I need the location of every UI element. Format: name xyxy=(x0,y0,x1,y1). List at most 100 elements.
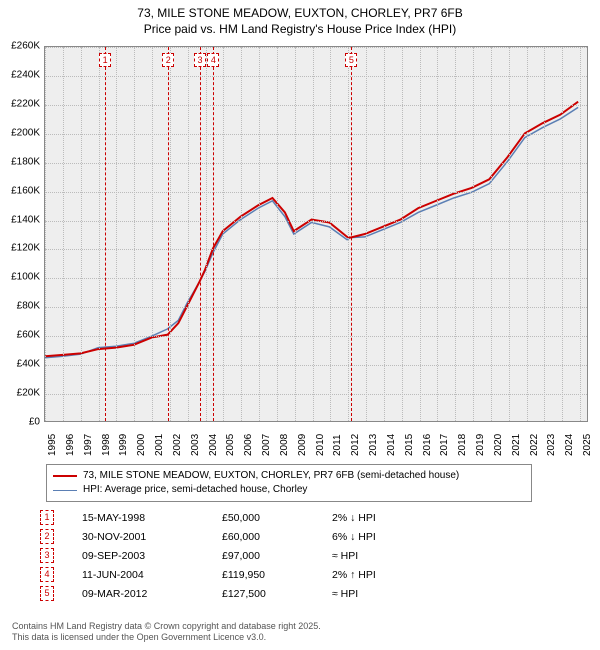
gridline-vertical xyxy=(45,47,46,421)
y-tick-label: £120K xyxy=(11,243,40,254)
gridline-vertical xyxy=(544,47,545,421)
gridline-vertical xyxy=(509,47,510,421)
sales-delta: 2% ↓ HPI xyxy=(332,512,452,524)
sale-marker-box: 2 xyxy=(162,53,174,67)
x-tick-label: 2025 xyxy=(582,434,593,456)
x-tick-label: 2012 xyxy=(350,434,361,456)
sales-row: 5 09-MAR-2012£127,500≈ HPI xyxy=(40,584,560,603)
sales-delta: ≈ HPI xyxy=(332,588,452,600)
sales-delta: 6% ↓ HPI xyxy=(332,531,452,543)
chart-plot-area: 12345 xyxy=(44,46,588,422)
sales-marker-number: 5 xyxy=(40,586,54,601)
x-tick-label: 1997 xyxy=(83,434,94,456)
sales-date: 09-SEP-2003 xyxy=(82,550,222,562)
y-tick-label: £240K xyxy=(11,69,40,80)
footer-attribution: Contains HM Land Registry data © Crown c… xyxy=(12,621,321,644)
x-tick-label: 1999 xyxy=(118,434,129,456)
gridline-vertical xyxy=(580,47,581,421)
sales-date: 15-MAY-1998 xyxy=(82,512,222,524)
y-tick-label: £80K xyxy=(17,301,40,312)
sales-price: £119,950 xyxy=(222,569,332,581)
gridline-vertical xyxy=(81,47,82,421)
x-tick-label: 1996 xyxy=(65,434,76,456)
legend-row: 73, MILE STONE MEADOW, EUXTON, CHORLEY, … xyxy=(53,469,525,483)
x-tick-label: 2024 xyxy=(564,434,575,456)
gridline-horizontal xyxy=(45,365,587,366)
gridline-vertical xyxy=(188,47,189,421)
x-tick-label: 2010 xyxy=(315,434,326,456)
sale-marker-box: 1 xyxy=(99,53,111,67)
gridline-vertical xyxy=(330,47,331,421)
gridline-vertical xyxy=(313,47,314,421)
sale-marker-line xyxy=(168,47,169,421)
title-block: 73, MILE STONE MEADOW, EUXTON, CHORLEY, … xyxy=(0,0,600,39)
gridline-horizontal xyxy=(45,47,587,48)
gridline-vertical xyxy=(455,47,456,421)
x-tick-label: 1998 xyxy=(101,434,112,456)
x-tick-label: 2015 xyxy=(404,434,415,456)
sale-marker-box: 4 xyxy=(207,53,219,67)
sale-marker-line xyxy=(200,47,201,421)
legend-label: HPI: Average price, semi-detached house,… xyxy=(83,483,307,497)
sales-delta: 2% ↑ HPI xyxy=(332,569,452,581)
x-tick-label: 2003 xyxy=(190,434,201,456)
y-tick-label: £160K xyxy=(11,185,40,196)
gridline-vertical xyxy=(366,47,367,421)
x-tick-label: 2013 xyxy=(368,434,379,456)
x-tick-label: 2000 xyxy=(136,434,147,456)
sale-marker-line xyxy=(105,47,106,421)
gridline-horizontal xyxy=(45,278,587,279)
sales-price: £97,000 xyxy=(222,550,332,562)
sales-price: £50,000 xyxy=(222,512,332,524)
gridline-vertical xyxy=(152,47,153,421)
x-tick-label: 2014 xyxy=(386,434,397,456)
sales-date: 11-JUN-2004 xyxy=(82,569,222,581)
sales-marker-number: 3 xyxy=(40,548,54,563)
legend-row: HPI: Average price, semi-detached house,… xyxy=(53,483,525,497)
sales-date: 09-MAR-2012 xyxy=(82,588,222,600)
gridline-vertical xyxy=(241,47,242,421)
gridline-vertical xyxy=(277,47,278,421)
gridline-vertical xyxy=(134,47,135,421)
y-tick-label: £180K xyxy=(11,156,40,167)
sales-delta: ≈ HPI xyxy=(332,550,452,562)
y-tick-label: £220K xyxy=(11,98,40,109)
x-tick-label: 1995 xyxy=(47,434,58,456)
y-tick-label: £260K xyxy=(11,41,40,52)
y-axis: £0£20K£40K£60K£80K£100K£120K£140K£160K£1… xyxy=(0,46,44,422)
y-tick-label: £200K xyxy=(11,127,40,138)
gridline-vertical xyxy=(473,47,474,421)
footer-line-1: Contains HM Land Registry data © Crown c… xyxy=(12,621,321,633)
gridline-vertical xyxy=(420,47,421,421)
gridline-vertical xyxy=(259,47,260,421)
x-tick-label: 2011 xyxy=(332,434,343,456)
y-tick-label: £0 xyxy=(29,417,40,428)
gridline-vertical xyxy=(491,47,492,421)
sale-marker-box: 5 xyxy=(345,53,357,67)
sales-marker-number: 1 xyxy=(40,510,54,525)
x-tick-label: 2004 xyxy=(208,434,219,456)
chart-container: 73, MILE STONE MEADOW, EUXTON, CHORLEY, … xyxy=(0,0,600,650)
x-tick-label: 2001 xyxy=(154,434,165,456)
x-tick-label: 2002 xyxy=(172,434,183,456)
y-tick-label: £140K xyxy=(11,214,40,225)
title-line-1: 73, MILE STONE MEADOW, EUXTON, CHORLEY, … xyxy=(0,6,600,22)
gridline-horizontal xyxy=(45,105,587,106)
gridline-vertical xyxy=(206,47,207,421)
x-tick-label: 2021 xyxy=(511,434,522,456)
sales-table: 115-MAY-1998£50,0002% ↓ HPI230-NOV-2001£… xyxy=(40,508,560,603)
x-tick-label: 2020 xyxy=(493,434,504,456)
y-tick-label: £40K xyxy=(17,359,40,370)
x-axis: 1995 1996 1997 1998 1999 2000 2001 2002 2003 2004… xyxy=(44,424,588,464)
sales-row: 3 09-SEP-2003£97,000≈ HPI xyxy=(40,546,560,565)
sales-price: £60,000 xyxy=(222,531,332,543)
legend-swatch xyxy=(53,490,77,491)
sales-price: £127,500 xyxy=(222,588,332,600)
sales-row: 411-JUN-2004£119,9502% ↑ HPI xyxy=(40,565,560,584)
gridline-vertical xyxy=(295,47,296,421)
x-tick-label: 2006 xyxy=(243,434,254,456)
gridline-vertical xyxy=(63,47,64,421)
gridline-horizontal xyxy=(45,221,587,222)
gridline-vertical xyxy=(437,47,438,421)
gridline-horizontal xyxy=(45,307,587,308)
